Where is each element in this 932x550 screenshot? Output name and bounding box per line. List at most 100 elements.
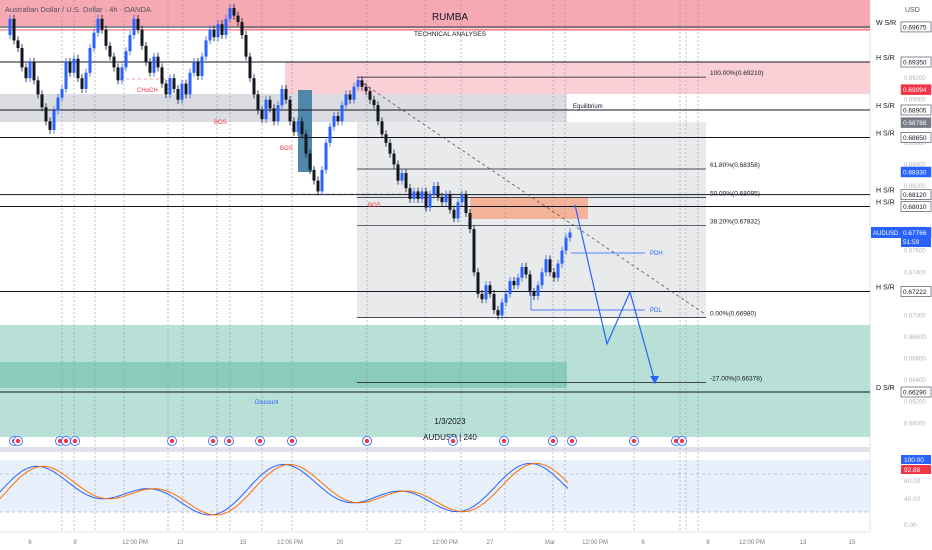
candle[interactable] [12,18,16,41]
candle[interactable] [264,99,268,120]
candle[interactable] [468,212,472,230]
candle[interactable] [380,121,384,135]
candle[interactable] [360,80,364,87]
candle[interactable] [104,29,108,46]
candle[interactable] [168,78,172,95]
candle[interactable] [372,99,376,106]
candle[interactable] [488,285,492,294]
candle[interactable] [204,40,208,57]
candle[interactable] [376,105,380,122]
candle[interactable] [568,232,572,238]
candle[interactable] [148,62,152,73]
candle[interactable] [20,47,24,68]
candle[interactable] [456,202,460,219]
candle[interactable] [140,29,144,46]
candle[interactable] [492,293,496,311]
candle[interactable] [320,169,324,192]
candle[interactable] [188,72,192,95]
candle[interactable] [232,8,236,16]
candle[interactable] [44,107,48,122]
candle[interactable] [384,134,388,143]
candle[interactable] [208,29,212,41]
candle[interactable] [412,191,416,199]
candle[interactable] [172,78,176,89]
candles[interactable] [8,4,572,320]
candle[interactable] [496,310,500,316]
candle[interactable] [532,291,536,297]
candle[interactable] [32,62,36,81]
candle[interactable] [176,88,180,100]
candle[interactable] [304,134,308,154]
candle[interactable] [248,56,252,79]
candle[interactable] [368,91,372,100]
candle[interactable] [480,293,484,300]
candle[interactable] [316,180,320,192]
candle[interactable] [300,121,304,135]
candle[interactable] [184,83,188,95]
candle[interactable] [136,18,140,30]
candle[interactable] [440,196,444,203]
candle[interactable] [60,88,64,98]
candle[interactable] [476,272,480,294]
events-row[interactable] [9,436,687,446]
candle[interactable] [560,250,564,264]
candle[interactable] [108,45,112,57]
candle[interactable] [212,29,216,38]
candle[interactable] [460,194,464,203]
candle[interactable] [540,272,544,286]
candle[interactable] [404,173,408,189]
candle[interactable] [400,173,404,181]
candle[interactable] [500,302,504,316]
candle[interactable] [284,88,288,100]
candle[interactable] [344,94,348,106]
candle[interactable] [296,121,300,133]
candle[interactable] [464,194,468,213]
candle[interactable] [544,259,548,273]
candle[interactable] [308,153,312,170]
candle[interactable] [192,62,196,73]
candle[interactable] [84,72,88,89]
candle[interactable] [424,191,428,208]
candle[interactable] [56,97,60,111]
candle[interactable] [484,285,488,300]
time-axis[interactable] [0,532,932,550]
candle[interactable] [448,194,452,210]
candle[interactable] [240,22,244,36]
candle[interactable] [472,229,476,273]
candle[interactable] [72,58,76,73]
candle[interactable] [564,237,568,251]
candle[interactable] [288,99,292,122]
stoch-d-line[interactable] [0,462,569,516]
candle[interactable] [128,35,132,52]
candle[interactable] [548,259,552,273]
candle[interactable] [348,94,352,100]
candle[interactable] [528,274,532,292]
candle[interactable] [516,277,520,286]
candle[interactable] [312,169,316,181]
candle[interactable] [452,209,456,219]
candle[interactable] [68,62,72,73]
candle[interactable] [272,108,276,122]
candle[interactable] [220,24,224,36]
candle[interactable] [396,164,400,181]
candle[interactable] [120,67,124,81]
candle[interactable] [276,105,280,122]
candle[interactable] [388,142,392,154]
candle[interactable] [556,263,560,278]
candle[interactable] [80,78,84,89]
candle[interactable] [260,110,264,120]
candle[interactable] [280,88,284,106]
candle[interactable] [244,35,248,57]
candle[interactable] [96,18,100,33]
candle[interactable] [332,115,336,127]
candle[interactable] [216,24,220,38]
candle[interactable] [124,51,128,68]
candle[interactable] [436,186,440,197]
candle[interactable] [132,18,136,36]
candle[interactable] [428,194,432,208]
trendline[interactable] [357,79,706,315]
stoch-k-line[interactable] [0,463,569,516]
candle[interactable] [100,18,104,30]
pdl-line[interactable] [530,290,645,311]
candle[interactable] [8,18,12,36]
